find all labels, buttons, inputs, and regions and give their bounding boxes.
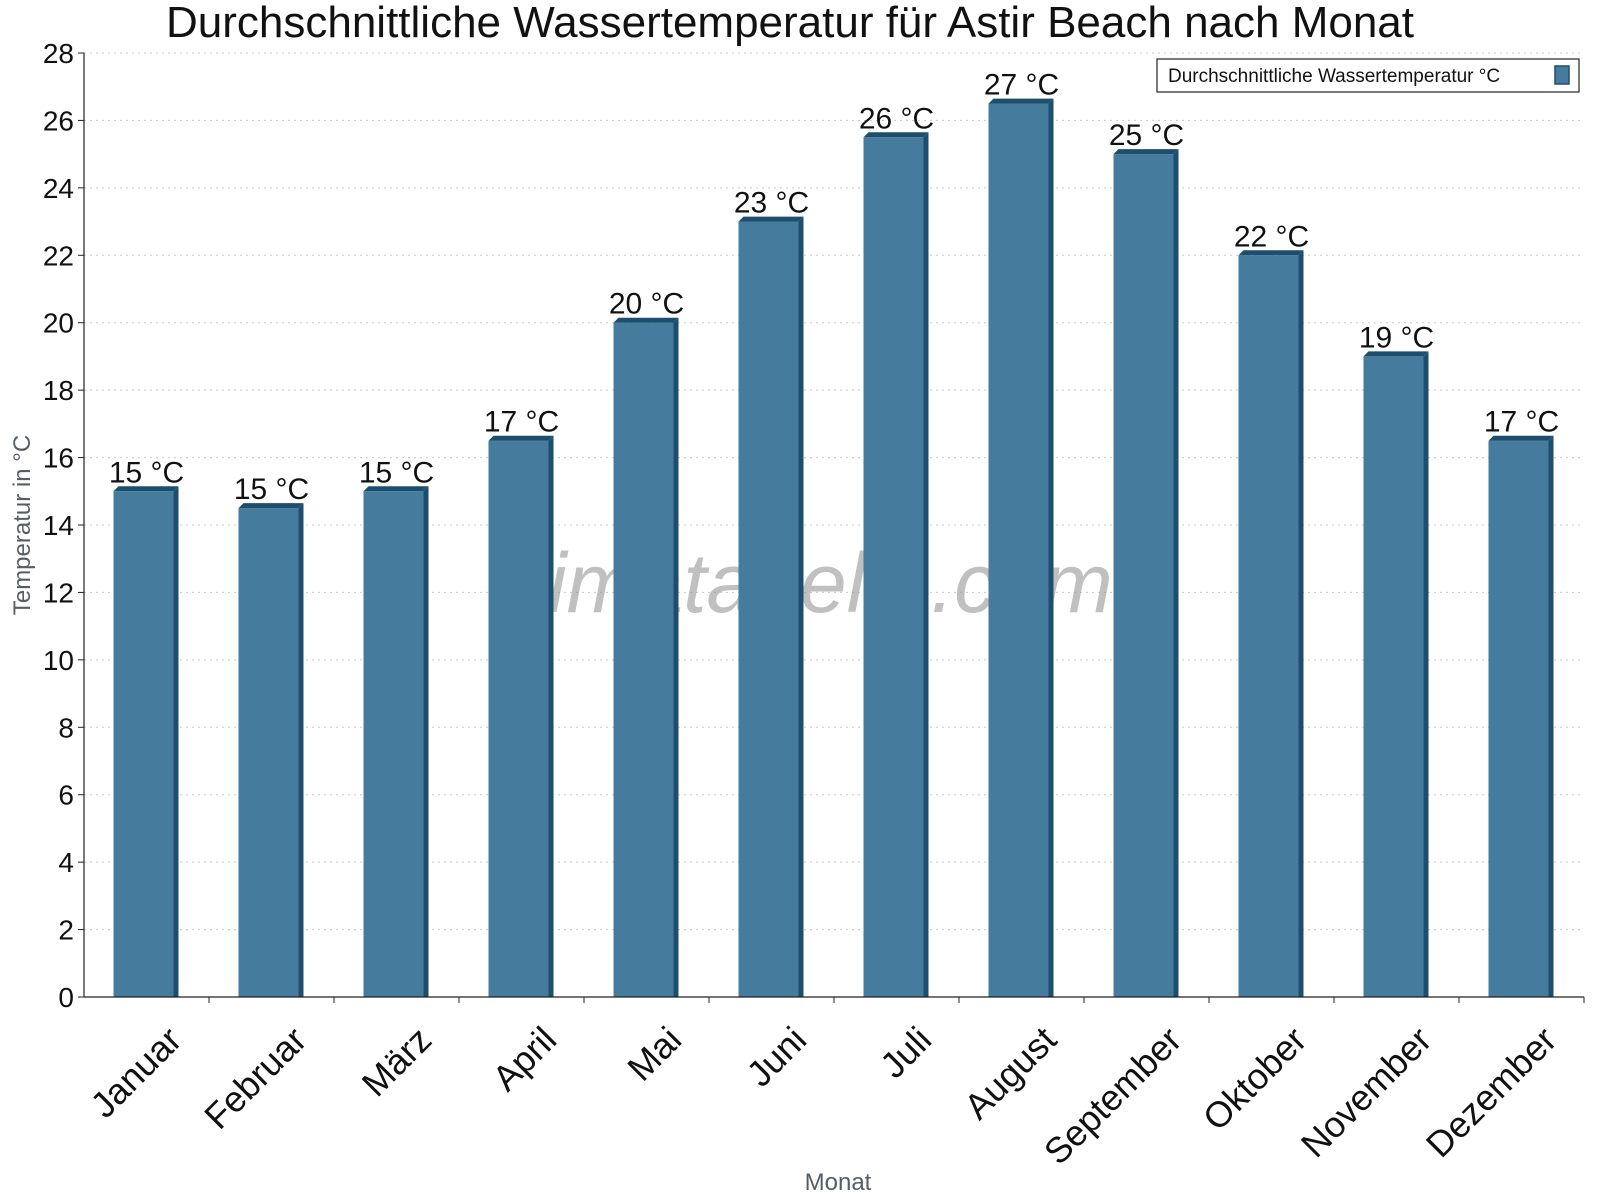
bar-side xyxy=(673,317,679,997)
x-tick-label: November xyxy=(1293,1019,1439,1165)
bars xyxy=(113,98,1554,998)
y-tick-label: 14 xyxy=(43,510,74,541)
bar xyxy=(113,491,174,997)
bar xyxy=(988,103,1049,998)
bar xyxy=(863,137,924,998)
x-tick-label: März xyxy=(354,1019,440,1105)
y-tick-label: 16 xyxy=(43,443,74,474)
y-tick-label: 8 xyxy=(58,712,74,743)
legend-box xyxy=(1156,58,1580,93)
bar-side xyxy=(548,435,554,997)
bar-top xyxy=(863,132,929,138)
bar-top xyxy=(238,503,304,509)
y-tick-label: 28 xyxy=(43,38,74,69)
bar xyxy=(1238,255,1299,998)
x-tick-label: Mai xyxy=(619,1019,689,1089)
bar-top xyxy=(738,216,804,222)
bar-side xyxy=(1423,351,1429,997)
bar-side xyxy=(1173,149,1179,998)
y-tick-label: 12 xyxy=(43,577,74,608)
data-label: 19 °C xyxy=(1359,321,1434,354)
bar-side xyxy=(298,503,304,997)
x-tick-label: Juni xyxy=(739,1019,815,1095)
bar xyxy=(738,221,799,998)
bar xyxy=(1113,154,1174,998)
y-tick-label: 6 xyxy=(58,780,74,811)
data-label: 22 °C xyxy=(1234,220,1309,253)
bar-top xyxy=(1363,351,1429,357)
bar-side xyxy=(173,486,179,997)
legend-label: Durchschnittliche Wassertemperatur °C xyxy=(1168,66,1500,87)
bar-top xyxy=(363,486,429,492)
data-label: 17 °C xyxy=(1484,406,1559,439)
x-tick-label: September xyxy=(1036,1019,1190,1173)
chart-title: Durchschnittliche Wassertemperatur für A… xyxy=(166,0,1414,47)
data-label: 23 °C xyxy=(734,187,809,220)
bar-top xyxy=(488,435,554,441)
y-tick-label: 26 xyxy=(43,105,74,136)
bar xyxy=(238,508,299,997)
y-tick-label: 10 xyxy=(43,645,74,676)
data-labels: 15 °C 15 °C 15 °C 17 °C 20 °C 23 °C 26 °C 27 °C… xyxy=(109,69,1559,507)
bar xyxy=(1363,356,1424,997)
bar-top xyxy=(1488,435,1554,441)
bar-top xyxy=(1238,250,1304,256)
bar-side xyxy=(1298,250,1304,998)
y-tick-label: 18 xyxy=(43,375,74,406)
data-label: 26 °C xyxy=(859,102,934,135)
bar-top xyxy=(113,486,179,492)
x-tick-label: Dezember xyxy=(1418,1019,1564,1165)
data-label: 17 °C xyxy=(484,406,559,439)
y-tick-label: 20 xyxy=(43,308,74,339)
y-tick-label: 2 xyxy=(58,915,74,946)
bar-side xyxy=(1548,435,1554,997)
legend-swatch xyxy=(1554,65,1570,85)
bar-top xyxy=(988,98,1054,104)
y-tick-label: 4 xyxy=(58,847,74,878)
bar xyxy=(488,440,549,997)
y-tick-label: 0 xyxy=(58,982,74,1013)
bar xyxy=(613,322,674,997)
data-label: 25 °C xyxy=(1109,119,1184,152)
x-tick-label: Februar xyxy=(196,1019,314,1137)
x-axis-label: Monat xyxy=(805,1169,872,1196)
bar-top xyxy=(613,317,679,323)
x-tick-label: Oktober xyxy=(1195,1019,1315,1139)
bar-side xyxy=(798,216,804,998)
x-ticks: Januar Februar März April Mai Juni Juli AugustS… xyxy=(82,1019,1564,1173)
y-tick-label: 22 xyxy=(43,240,74,271)
bar xyxy=(1488,440,1549,997)
axes xyxy=(83,53,1585,1003)
y-tick-label: 24 xyxy=(43,173,74,204)
legend[interactable]: Durchschnittliche Wassertemperatur °C xyxy=(1156,58,1580,93)
bar-side xyxy=(423,486,429,997)
x-tick-label: April xyxy=(484,1019,564,1099)
data-label: 20 °C xyxy=(609,288,684,321)
data-label: 15 °C xyxy=(359,456,434,489)
bar-side xyxy=(1048,98,1054,998)
data-label: 15 °C xyxy=(234,473,309,506)
bar-side xyxy=(923,132,929,998)
x-tick-label: Juli xyxy=(872,1019,939,1086)
bar xyxy=(363,491,424,997)
x-tick-label: August xyxy=(956,1019,1064,1127)
data-label: 27 °C xyxy=(984,69,1059,102)
bar-top xyxy=(1113,149,1179,155)
grid-lines xyxy=(84,52,1584,931)
data-label: 15 °C xyxy=(109,456,184,489)
x-tick-label: Januar xyxy=(82,1019,189,1126)
y-axis-label: Temperatur in °C xyxy=(9,435,36,615)
